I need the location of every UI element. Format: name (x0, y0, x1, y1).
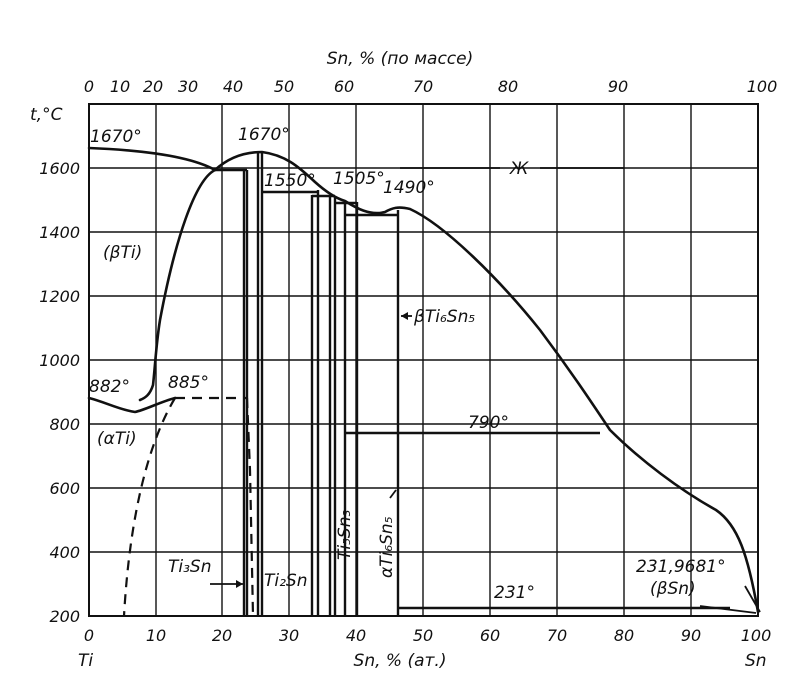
beta-ti-solvus (138, 168, 217, 402)
intermetallic-lines (215, 152, 730, 616)
phase-annotations: 1670° 1670° 1550° 1505° 1490° Ж (βTi) 88… (89, 125, 726, 603)
top-tick: 80 (498, 77, 518, 96)
temp-label-1670-intermetallic: 1670° (238, 125, 290, 145)
alpha-transus (87, 396, 177, 414)
ti2sn-label: Ti₂Sn (264, 571, 308, 591)
alpha-ti-region-label: (αTi) (97, 429, 137, 449)
temp-label-231: 231° (494, 583, 535, 603)
bottom-axis-title: Sn, % (ат.) (354, 651, 447, 671)
top-tick: 0 (84, 77, 94, 96)
bottom-tick: 100 (741, 626, 772, 645)
bottom-tick: 20 (212, 626, 232, 645)
bottom-tick-labels: 0 10 20 30 40 50 60 70 80 90 100 (84, 626, 771, 645)
temp-label-1670-ti: 1670° (90, 127, 142, 147)
bottom-tick: 50 (413, 626, 433, 645)
temp-label-882: 882° (89, 377, 130, 397)
ti5sn3-label: Ti₅Sn₃ (335, 510, 355, 560)
temp-label-885: 885° (168, 373, 209, 393)
top-tick: 50 (274, 77, 294, 96)
temp-label-1505: 1505° (333, 169, 385, 189)
bottom-tick: 60 (480, 626, 500, 645)
y-tick: 1400 (39, 223, 80, 242)
ti3sn-label: Ti₃Sn (168, 557, 212, 577)
plot-frame (88, 103, 759, 617)
temp-label-231-9681: 231,9681° (636, 557, 726, 577)
top-tick: 30 (178, 77, 198, 96)
top-tick: 40 (223, 77, 243, 96)
y-tick: 1200 (39, 287, 80, 306)
alpha-ti6sn5-label: αTi₆Sn₅ (377, 516, 397, 578)
temp-label-790: 790° (468, 413, 509, 433)
beta-ti-region-label: (βTi) (103, 243, 142, 263)
label-arrows (210, 312, 761, 614)
liquidus-curve (87, 146, 760, 614)
y-tick: 800 (49, 415, 80, 434)
bottom-tick: 10 (146, 626, 166, 645)
y-axis-title: t,°C (30, 105, 63, 125)
top-tick: 70 (413, 77, 433, 96)
top-axis-title: Sn, % (по массе) (327, 49, 474, 69)
left-element-label: Ti (78, 651, 93, 671)
bottom-tick: 70 (547, 626, 567, 645)
beta-sn-region-label: (βSn) (650, 579, 696, 599)
y-tick: 400 (49, 543, 80, 562)
alpha-ti-solvus-dashed (122, 397, 176, 617)
top-tick: 90 (608, 77, 628, 96)
bottom-tick: 80 (614, 626, 634, 645)
y-tick: 1000 (39, 351, 80, 370)
bottom-tick: 30 (279, 626, 299, 645)
y-tick: 1600 (39, 159, 80, 178)
temp-label-1550: 1550° (264, 171, 316, 191)
top-tick-labels: 0 10 20 30 40 50 60 70 80 90 100 (84, 77, 777, 96)
top-tick: 20 (143, 77, 163, 96)
bottom-tick: 40 (346, 626, 366, 645)
bottom-tick: 90 (681, 626, 701, 645)
y-tick: 600 (49, 479, 80, 498)
top-tick: 100 (747, 77, 778, 96)
bottom-tick: 0 (84, 626, 94, 645)
liquid-region-label: Ж (509, 159, 529, 179)
top-tick: 10 (110, 77, 130, 96)
top-tick: 60 (334, 77, 354, 96)
beta-ti6sn5-label: βTi₆Sn₅ (413, 307, 475, 327)
temp-label-1490: 1490° (383, 178, 435, 198)
horizontal-gridlines (89, 167, 758, 553)
y-tick: 200 (49, 607, 80, 626)
right-element-label: Sn (745, 651, 767, 671)
y-tick-labels: 200 400 600 800 1000 1200 1400 1600 (39, 159, 80, 626)
